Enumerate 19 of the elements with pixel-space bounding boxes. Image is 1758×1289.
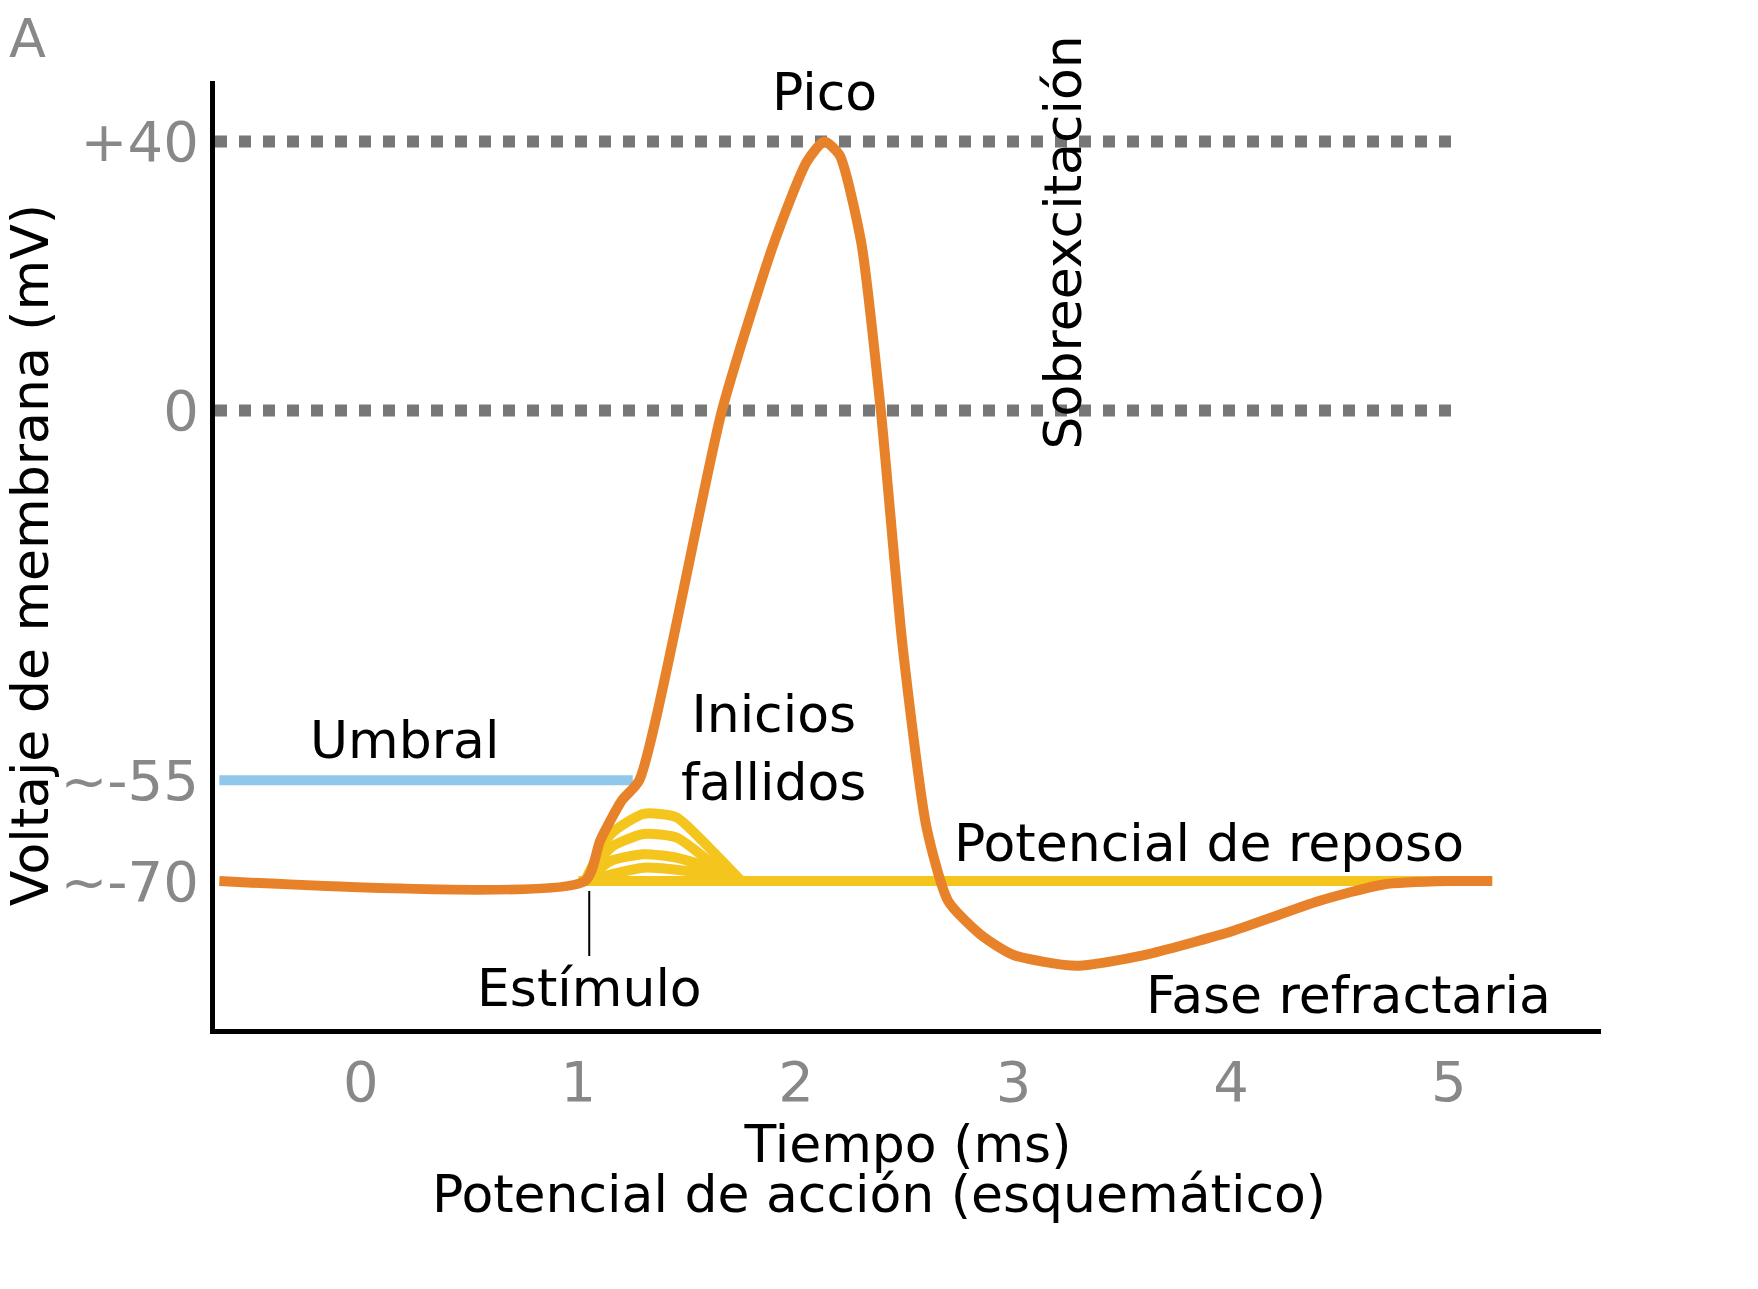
text: A	[9, 7, 46, 70]
annotation: Pico	[772, 62, 878, 122]
x-tick-label: 5	[1430, 1049, 1467, 1115]
annotation: Potencial de reposo	[954, 813, 1465, 873]
y-tick-label: 0	[163, 378, 199, 444]
y-axis-title: Voltaje de membrana (mV)	[0, 203, 60, 907]
annotation: Fase refractaria	[1146, 965, 1551, 1025]
annotation: Estímulo	[477, 958, 702, 1018]
x-tick-label: 2	[778, 1049, 814, 1115]
x-tick-label: 3	[995, 1049, 1032, 1115]
y-tick-label: ~-70	[60, 848, 199, 914]
annotation: Umbral	[310, 710, 500, 770]
x-tick-label: 0	[342, 1049, 379, 1115]
x-tick-label: 1	[560, 1049, 597, 1115]
annotation: Inicios fallidos	[681, 684, 867, 812]
y-tick-label: ~-55	[60, 747, 199, 813]
x-tick-label: 4	[1213, 1049, 1249, 1115]
y-tick-label: +40	[80, 109, 199, 175]
annotation: Sobreexcitación	[1033, 35, 1094, 450]
